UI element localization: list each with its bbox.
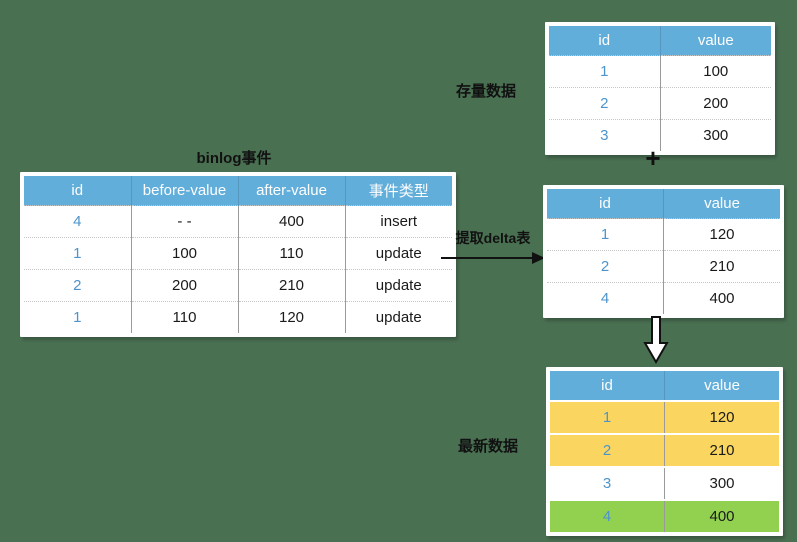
column-header: after-value [237, 176, 345, 206]
column-header: value [659, 26, 771, 56]
table-cell: 300 [659, 119, 771, 151]
table-cell: 120 [664, 400, 779, 434]
binlog-table: id before-value after-value 事件类型 4- -400 inse… [24, 176, 452, 333]
table-cell: 120 [663, 218, 780, 251]
table-cell: 110 [130, 301, 238, 333]
table-cell: 1 [24, 301, 131, 333]
table-cell: 3 [549, 119, 660, 151]
table-cell: 2 [550, 433, 665, 467]
table-row: 4 400 [550, 499, 779, 532]
stock-data-table-card: id value 1 100 2 200 3 300 [545, 22, 775, 155]
stock-data-table: id value 1 100 2 200 3 300 [549, 26, 771, 151]
table-row: 3 300 [550, 466, 779, 500]
table-row: 1 120 [547, 218, 780, 251]
column-header: value [664, 371, 779, 401]
table-cell: 400 [237, 205, 345, 238]
table-cell: 2 [547, 250, 664, 283]
extract-delta-arrow-label: 提取delta表 [455, 230, 531, 246]
column-header: id [24, 176, 131, 206]
down-block-arrow-icon [643, 316, 669, 364]
table-row: 4 400 [547, 282, 780, 314]
delta-table: id value 1 120 2 210 4 400 [547, 189, 780, 314]
table-row: 2 200 [549, 87, 771, 120]
table-row: 2 210 [547, 250, 780, 283]
extract-delta-arrow-group: 提取delta表 [440, 228, 546, 270]
header-row: id value [547, 189, 780, 219]
table-cell: 210 [664, 433, 779, 467]
table-row: 1 110 120 update [24, 301, 452, 333]
column-header: id [550, 371, 665, 401]
header-row: id value [550, 371, 779, 401]
table-cell: 1 [547, 218, 664, 251]
table-cell: 200 [659, 87, 771, 120]
binlog-table-card: id before-value after-value 事件类型 4- -400 inse… [20, 172, 456, 337]
table-cell: 210 [237, 269, 345, 302]
header-row: id value [549, 26, 771, 56]
table-cell: 4 [547, 282, 664, 314]
table-cell: 3 [550, 466, 665, 500]
table-cell: update [344, 301, 452, 333]
table-cell: 1 [24, 237, 131, 270]
column-header: 事件类型 [344, 176, 452, 206]
table-row: 3 300 [549, 119, 771, 151]
right-arrow-icon [441, 252, 545, 264]
table-cell: 210 [663, 250, 780, 283]
table-cell: 200 [130, 269, 238, 302]
table-cell: update [344, 237, 452, 270]
column-header: id [547, 189, 664, 219]
table-cell: 1 [550, 400, 665, 434]
table-row: 2 210 [550, 433, 779, 467]
table-cell: 110 [237, 237, 345, 270]
table-cell: 1 [549, 55, 660, 88]
column-header: before-value [130, 176, 238, 206]
delta-table-card: id value 1 120 2 210 4 400 [543, 185, 784, 318]
table-row: 4- -400 insert [24, 205, 452, 238]
binlog-table-title: binlog事件 [196, 150, 272, 167]
table-row: 1 120 [550, 400, 779, 434]
table-cell: 300 [664, 466, 779, 500]
table-cell: 4 [550, 499, 665, 532]
table-cell: 400 [664, 499, 779, 532]
latest-data-table: id value 1 120 2 210 3 300 4 400 [550, 371, 779, 532]
stock-data-label: 存量数据 [456, 83, 517, 100]
table-cell: 2 [24, 269, 131, 302]
table-cell: - - [130, 205, 238, 238]
latest-data-table-card: id value 1 120 2 210 3 300 4 400 [546, 367, 783, 536]
latest-data-label: 最新数据 [458, 438, 519, 455]
table-row: 1 100 [549, 55, 771, 88]
table-cell: 400 [663, 282, 780, 314]
table-cell: 100 [130, 237, 238, 270]
table-cell: update [344, 269, 452, 302]
table-cell: 120 [237, 301, 345, 333]
table-row: 2 200 210 update [24, 269, 452, 302]
table-cell: insert [344, 205, 452, 238]
table-row: 1 100 110 update [24, 237, 452, 270]
header-row: id before-value after-value 事件类型 [24, 176, 452, 206]
table-cell: 100 [659, 55, 771, 88]
column-header: id [549, 26, 660, 56]
table-cell: 4 [24, 205, 131, 238]
table-cell: 2 [549, 87, 660, 120]
column-header: value [663, 189, 780, 219]
plus-operator: + [645, 143, 661, 173]
